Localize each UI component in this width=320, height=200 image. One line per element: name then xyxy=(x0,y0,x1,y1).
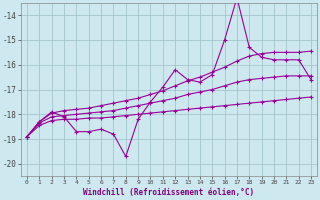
X-axis label: Windchill (Refroidissement éolien,°C): Windchill (Refroidissement éolien,°C) xyxy=(84,188,255,197)
